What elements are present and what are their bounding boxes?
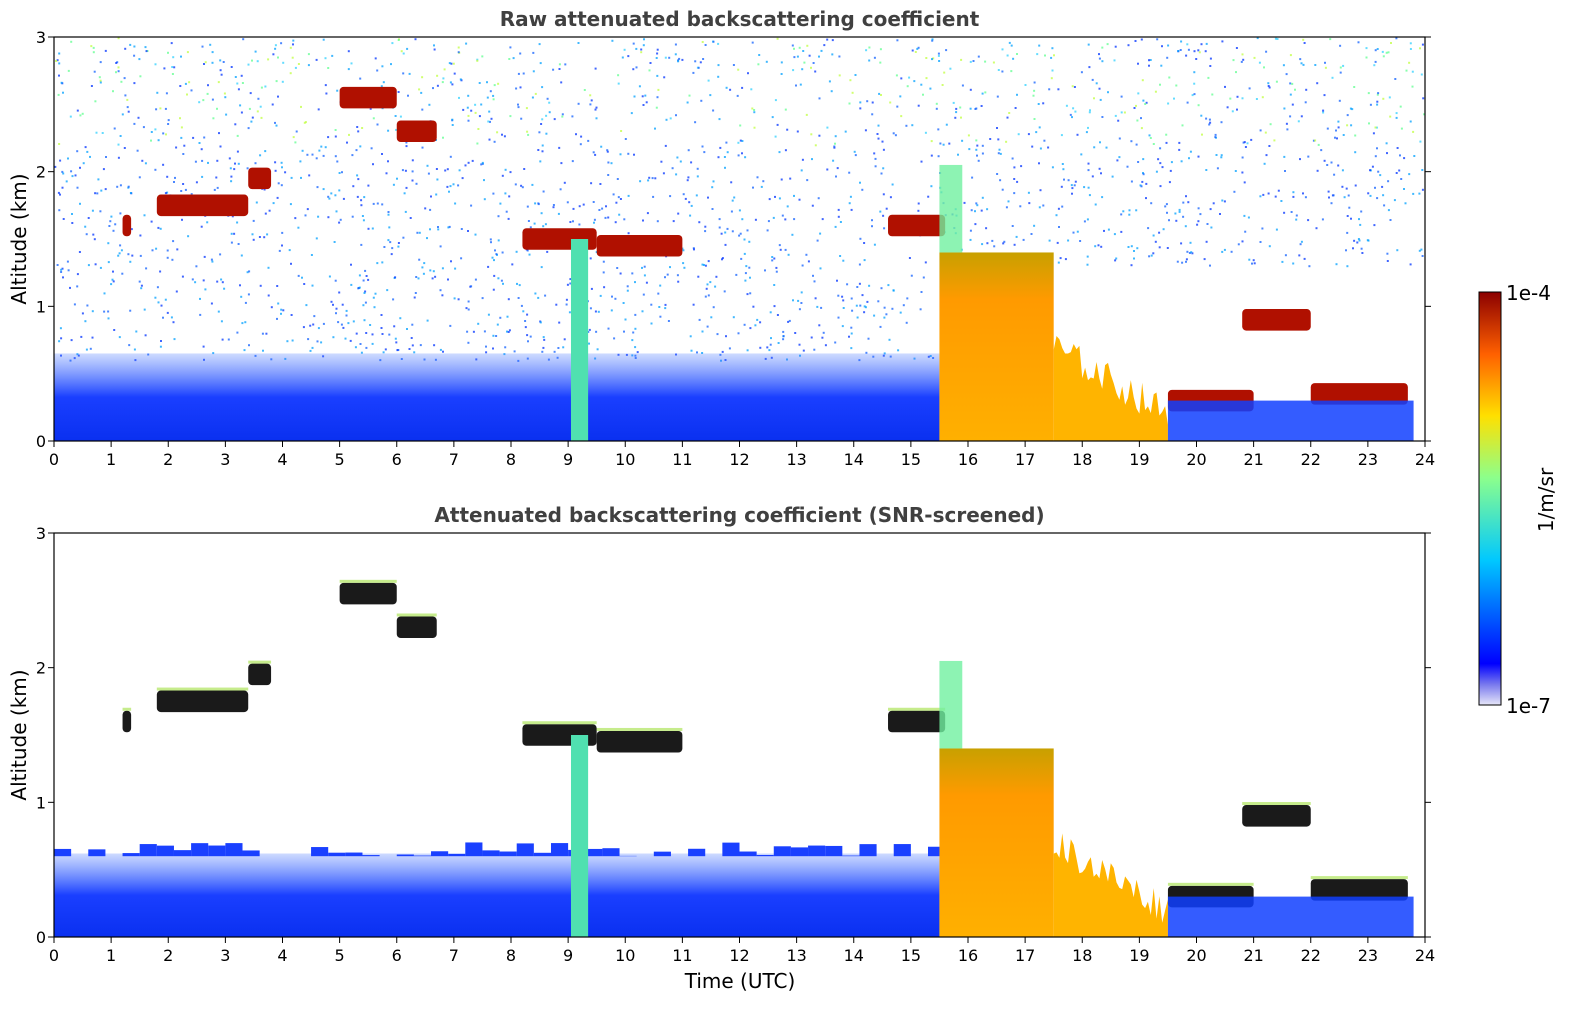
x-tick-label: 12 xyxy=(729,946,749,965)
x-tick-label: 19 xyxy=(1129,946,1149,965)
x-tick-label: 22 xyxy=(1301,946,1321,965)
x-tick-label: 0 xyxy=(49,450,59,469)
cloud-layer xyxy=(888,214,946,237)
y-tick-label: 3 xyxy=(36,524,46,543)
y-tick-label: 3 xyxy=(36,28,46,47)
x-tick-label: 7 xyxy=(449,450,459,469)
x-tick-label: 13 xyxy=(786,946,806,965)
cloud-layer xyxy=(396,616,437,639)
cloud-layer xyxy=(248,663,272,686)
top-heatmap: 0 1 2 3 4 5 6 7 8 9 10 11 12 13 14 15 16 17 18 19 20 21 22 23 24… xyxy=(36,28,1435,469)
x-tick-label: 16 xyxy=(958,946,978,965)
cloud-layer xyxy=(339,86,397,109)
x-tick-label: 10 xyxy=(615,946,635,965)
x-tick-label: 11 xyxy=(672,450,692,469)
x-tick-label: 4 xyxy=(277,450,287,469)
decaying-layer xyxy=(1053,336,1168,441)
x-tick-label: 0 xyxy=(49,946,59,965)
x-tick-label: 2 xyxy=(163,946,173,965)
x-tick-label: 16 xyxy=(958,450,978,469)
cloud-layer xyxy=(339,582,397,605)
x-tick-label: 7 xyxy=(449,946,459,965)
x-tick-label: 18 xyxy=(1072,946,1092,965)
low-layer xyxy=(1167,896,1414,937)
x-tick-label: 5 xyxy=(335,450,345,469)
cloud-layer xyxy=(1310,879,1408,901)
x-axis-label: Time (UTC) xyxy=(684,969,796,993)
x-tick-label: 24 xyxy=(1415,450,1435,469)
bottom-chart-title: Attenuated backscattering coefficient (S… xyxy=(434,503,1045,527)
x-tick-label: 1 xyxy=(106,450,116,469)
cloud-layer xyxy=(396,120,437,143)
boundary-layer xyxy=(54,353,940,441)
x-tick-label: 20 xyxy=(1186,946,1206,965)
x-tick-label: 20 xyxy=(1186,450,1206,469)
dense-aerosol-layer xyxy=(939,252,1054,441)
top-y-axis-label: Altitude (km) xyxy=(7,173,31,304)
colorbar-gradient xyxy=(1478,291,1502,706)
dense-aerosol-layer xyxy=(939,748,1054,937)
cloud-layer xyxy=(1242,805,1311,827)
aerosol-plume xyxy=(570,239,589,441)
cloud-layer xyxy=(1310,383,1408,405)
colorbar-min-label: 1e-7 xyxy=(1506,694,1551,718)
cloud-layer xyxy=(596,234,683,257)
y-tick-label: 1 xyxy=(36,297,46,316)
boundary-layer xyxy=(54,853,940,937)
cloud-layer xyxy=(122,214,132,237)
x-tick-label: 19 xyxy=(1129,450,1149,469)
cloud-layer xyxy=(888,710,946,733)
x-tick-label: 17 xyxy=(1015,946,1035,965)
x-tick-label: 24 xyxy=(1415,946,1435,965)
cloud-layer xyxy=(1242,309,1311,331)
decaying-layer xyxy=(1053,833,1168,937)
x-tick-label: 15 xyxy=(901,450,921,469)
x-tick-label: 3 xyxy=(220,946,230,965)
cloud-layer xyxy=(156,194,249,217)
x-tick-label: 23 xyxy=(1358,946,1378,965)
x-tick-label: 2 xyxy=(163,450,173,469)
cloud-layer xyxy=(122,710,132,733)
x-tick-label: 21 xyxy=(1243,946,1263,965)
x-tick-label: 8 xyxy=(506,946,516,965)
x-tick-label: 13 xyxy=(786,450,806,469)
x-tick-label: 17 xyxy=(1015,450,1035,469)
top-chart-title: Raw attenuated backscattering coefficien… xyxy=(499,7,980,31)
cloud-layer xyxy=(596,730,683,753)
x-tick-label: 22 xyxy=(1301,450,1321,469)
x-tick-label: 6 xyxy=(392,946,402,965)
bottom-y-axis-label: Altitude (km) xyxy=(7,669,31,800)
x-tick-label: 9 xyxy=(563,450,573,469)
y-tick-label: 2 xyxy=(36,659,46,678)
x-tick-label: 5 xyxy=(335,946,345,965)
y-tick-label: 0 xyxy=(36,928,46,947)
x-tick-label: 9 xyxy=(563,946,573,965)
x-tick-label: 10 xyxy=(615,450,635,469)
cloud-layer xyxy=(248,167,272,190)
y-tick-label: 1 xyxy=(36,793,46,812)
x-tick-label: 6 xyxy=(392,450,402,469)
x-tick-label: 12 xyxy=(729,450,749,469)
low-layer xyxy=(1167,400,1414,441)
colorbar: 1e-4 1e-7 1/m/sr xyxy=(1478,281,1558,718)
colorbar-max-label: 1e-4 xyxy=(1506,281,1551,305)
x-tick-label: 3 xyxy=(220,450,230,469)
aerosol-plume xyxy=(570,735,589,937)
x-tick-label: 15 xyxy=(901,946,921,965)
x-tick-label: 8 xyxy=(506,450,516,469)
x-tick-label: 1 xyxy=(106,946,116,965)
x-tick-label: 11 xyxy=(672,946,692,965)
y-tick-label: 0 xyxy=(36,432,46,451)
x-tick-label: 14 xyxy=(844,946,864,965)
x-tick-label: 18 xyxy=(1072,450,1092,469)
x-tick-label: 21 xyxy=(1243,450,1263,469)
y-tick-label: 2 xyxy=(36,163,46,182)
cloud-layer xyxy=(156,690,249,713)
x-tick-label: 4 xyxy=(277,946,287,965)
colorbar-unit-label: 1/m/sr xyxy=(1534,467,1558,532)
x-tick-label: 23 xyxy=(1358,450,1378,469)
bottom-heatmap: 0 1 2 3 4 5 6 7 8 9 10 11 12 13 14 15 16 17 18 19 20 21 22 23 24… xyxy=(36,524,1435,965)
x-tick-label: 14 xyxy=(844,450,864,469)
